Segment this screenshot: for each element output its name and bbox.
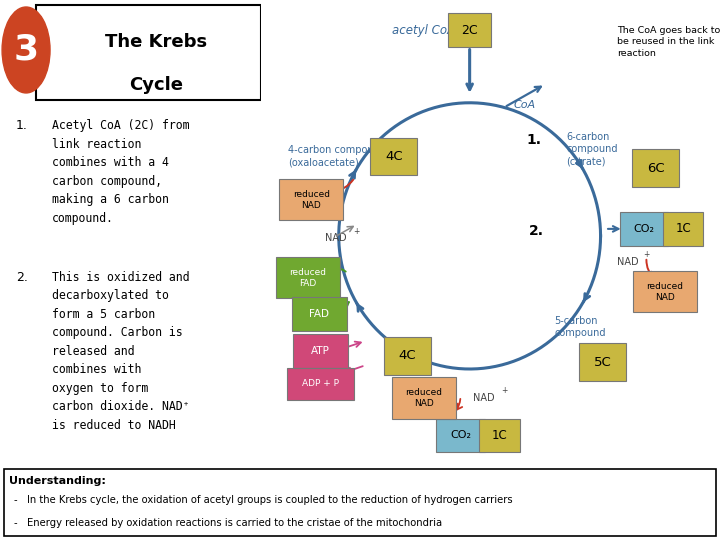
Text: Acetyl CoA (2C) from
link reaction
combines with a 4
carbon compound,
making a 6: Acetyl CoA (2C) from link reaction combi… [52, 119, 189, 225]
Text: ADP + P: ADP + P [302, 380, 339, 388]
FancyBboxPatch shape [448, 14, 492, 48]
Text: 5C: 5C [594, 355, 612, 368]
FancyBboxPatch shape [620, 212, 668, 246]
FancyBboxPatch shape [279, 179, 343, 220]
Text: reduced
NAD: reduced NAD [405, 388, 442, 408]
Text: reduced
NAD: reduced NAD [647, 282, 683, 302]
Text: Understanding:: Understanding: [9, 476, 107, 486]
Text: NAD: NAD [325, 233, 346, 243]
Text: +: + [501, 387, 508, 395]
Text: 2.: 2. [16, 271, 27, 284]
FancyBboxPatch shape [392, 377, 456, 418]
FancyBboxPatch shape [287, 368, 354, 400]
FancyBboxPatch shape [633, 272, 697, 313]
FancyBboxPatch shape [436, 418, 485, 452]
Text: CO₂: CO₂ [634, 224, 654, 234]
Text: reduced
NAD: reduced NAD [292, 190, 330, 210]
Text: Cycle: Cycle [130, 76, 184, 94]
FancyBboxPatch shape [4, 469, 716, 536]
FancyBboxPatch shape [276, 258, 340, 299]
Text: 2.: 2. [528, 224, 544, 238]
Text: 6-carbon
compound
(citrate): 6-carbon compound (citrate) [566, 132, 618, 167]
Text: 1.: 1. [526, 133, 541, 147]
Text: 1C: 1C [675, 222, 691, 235]
Text: NAD: NAD [473, 393, 495, 403]
Text: -   Energy released by oxidation reactions is carried to the cristae of the mito: - Energy released by oxidation reactions… [14, 518, 443, 528]
FancyBboxPatch shape [384, 338, 431, 375]
Text: +: + [354, 227, 360, 236]
Text: This is oxidized and
decarboxylated to
form a 5 carbon
compound. Carbon is
relea: This is oxidized and decarboxylated to f… [52, 271, 189, 432]
Text: 5-carbon
compound: 5-carbon compound [554, 316, 606, 338]
FancyBboxPatch shape [292, 297, 347, 330]
Text: FAD: FAD [310, 309, 330, 319]
Text: NAD: NAD [616, 256, 638, 267]
FancyBboxPatch shape [663, 212, 703, 246]
FancyBboxPatch shape [370, 138, 418, 175]
Text: CoA: CoA [513, 100, 536, 110]
Text: -   In the Krebs cycle, the oxidation of acetyl groups is coupled to the reducti: - In the Krebs cycle, the oxidation of a… [14, 495, 513, 505]
FancyBboxPatch shape [480, 418, 520, 452]
FancyBboxPatch shape [37, 5, 261, 100]
Text: 3: 3 [14, 33, 39, 67]
Text: 1.: 1. [16, 119, 27, 132]
FancyBboxPatch shape [632, 150, 679, 187]
FancyBboxPatch shape [580, 343, 626, 381]
FancyBboxPatch shape [293, 334, 348, 368]
Text: ATP: ATP [311, 346, 330, 356]
Text: 6C: 6C [647, 161, 665, 174]
Text: 4-carbon compound
(oxaloacetate): 4-carbon compound (oxaloacetate) [288, 145, 386, 168]
Text: The Krebs: The Krebs [105, 33, 207, 51]
Text: 4C: 4C [399, 349, 416, 362]
Text: CO₂: CO₂ [450, 430, 471, 440]
Text: The CoA goes back to
be reused in the link
reaction: The CoA goes back to be reused in the li… [616, 26, 720, 58]
Text: 2C: 2C [462, 24, 478, 37]
Text: +: + [643, 250, 649, 259]
Circle shape [2, 7, 50, 93]
Text: reduced
FAD: reduced FAD [289, 268, 326, 288]
Text: acetyl CoA: acetyl CoA [392, 24, 455, 37]
Text: 1C: 1C [492, 429, 508, 442]
Text: 4C: 4C [385, 150, 402, 163]
